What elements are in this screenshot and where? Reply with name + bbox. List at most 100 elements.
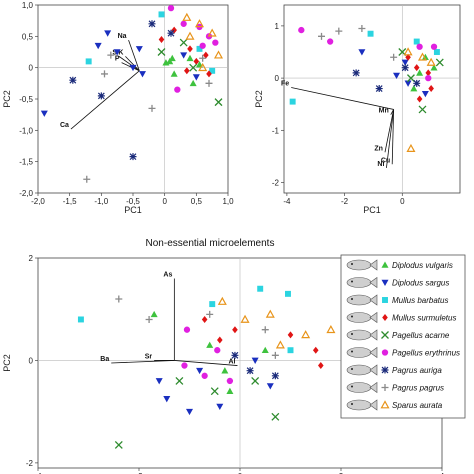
y-tick-label: -1,5 xyxy=(19,158,33,167)
loading-vector xyxy=(174,360,238,366)
data-point xyxy=(221,367,229,374)
data-point xyxy=(201,372,208,379)
fish-icon xyxy=(346,399,378,411)
fish-icon xyxy=(346,311,378,324)
y-tick-label: 0 xyxy=(29,64,34,73)
x-axis-label: PC1 xyxy=(124,205,142,215)
loading-vector-label: Sr xyxy=(145,353,153,360)
legend-label: Pagrus pagrus xyxy=(392,384,444,393)
data-point xyxy=(196,367,204,375)
data-point xyxy=(213,50,224,59)
data-point xyxy=(158,35,165,43)
x-tick-label: 0 xyxy=(238,472,243,474)
data-point xyxy=(194,19,205,28)
data-point xyxy=(425,69,432,77)
data-point xyxy=(232,326,238,334)
data-point xyxy=(186,408,193,416)
x-tick-label: -1,0 xyxy=(94,197,108,206)
data-point xyxy=(406,74,415,83)
loading-vector-label: Fe xyxy=(281,81,289,88)
fish-icon xyxy=(346,259,378,271)
pca-panel-macroelements: -2,0 -1,5 -1,0 -0,5 0 0,5 1,0 1,0 0,5 0 -0,5 -1,0 -1… xyxy=(2,1,234,215)
data-point xyxy=(406,143,416,153)
loading-vector-label: Na xyxy=(118,33,127,40)
data-point xyxy=(216,403,224,411)
data-point xyxy=(83,175,91,183)
data-point xyxy=(101,70,108,78)
data-point xyxy=(207,28,217,37)
data-point xyxy=(198,62,208,72)
data-point xyxy=(181,362,188,369)
y-tick-label: -2 xyxy=(26,459,34,468)
legend-label: Sparus aurata xyxy=(392,401,443,410)
data-point xyxy=(401,59,409,66)
loading-vector xyxy=(391,109,395,165)
y-tick-label: -1,0 xyxy=(19,126,33,135)
legend-label: Pagrus auriga xyxy=(392,366,442,375)
data-point xyxy=(167,4,175,12)
data-point xyxy=(298,26,305,34)
y-tick-label: -2,0 xyxy=(19,189,33,198)
data-point xyxy=(217,336,223,344)
data-point xyxy=(425,74,432,82)
data-point xyxy=(192,74,200,81)
data-point xyxy=(157,48,166,56)
plot-frame xyxy=(283,4,461,194)
data-point xyxy=(170,70,178,77)
loading-vector xyxy=(118,56,140,72)
x-tick-label: -0,5 xyxy=(126,197,140,206)
data-point xyxy=(193,57,200,65)
data-point xyxy=(40,110,48,117)
data-point xyxy=(145,315,153,323)
loading-vector-label: K xyxy=(118,49,123,56)
data-point xyxy=(113,49,121,56)
panel-title: Non-essential microelements xyxy=(146,238,275,249)
data-point xyxy=(187,45,193,53)
loading-vector xyxy=(70,70,140,130)
data-point xyxy=(416,43,423,50)
y-tick-label: 2 xyxy=(29,254,34,263)
data-point xyxy=(135,46,143,53)
data-point xyxy=(433,49,440,55)
data-point xyxy=(413,38,420,45)
data-point xyxy=(421,90,429,98)
data-point xyxy=(251,376,260,385)
data-point xyxy=(410,85,418,92)
loading-vector-label: Ni xyxy=(377,161,384,168)
x-tick-label: 0 xyxy=(400,197,405,206)
legend-label: Pagellus erythrinus xyxy=(392,349,460,358)
data-point xyxy=(428,85,434,93)
data-point xyxy=(174,86,181,93)
data-point xyxy=(69,76,77,84)
data-point xyxy=(226,387,234,394)
loading-vector-label: Ba xyxy=(100,356,109,363)
data-point xyxy=(335,27,343,35)
loading-vector-label: Cu xyxy=(381,157,390,164)
y-tick-label: -2 xyxy=(272,179,280,188)
data-point xyxy=(318,32,326,40)
data-point xyxy=(185,31,195,40)
legend-label: Diplodus sargus xyxy=(392,279,449,288)
data-point xyxy=(287,331,294,339)
x-axis-label: PC1 xyxy=(363,205,381,215)
x-tick-label: -1,5 xyxy=(63,197,77,206)
data-point xyxy=(115,295,123,303)
data-point xyxy=(271,372,279,380)
plot-frame xyxy=(37,4,229,194)
x-tick-label: -4 xyxy=(283,197,291,206)
legend-label: Mullus barbatus xyxy=(392,296,448,305)
data-point xyxy=(199,42,206,49)
data-point xyxy=(114,440,123,449)
y-axis-label: PC2 xyxy=(2,354,12,372)
data-point xyxy=(168,54,176,62)
loading-vector xyxy=(384,109,395,153)
data-point xyxy=(435,58,444,67)
data-point xyxy=(158,11,165,18)
legend-marker xyxy=(382,297,388,303)
loading-vector-label: P xyxy=(115,56,120,63)
data-point xyxy=(375,85,383,93)
data-point xyxy=(251,357,259,364)
data-point xyxy=(265,309,275,318)
y-axis-label: PC2 xyxy=(254,90,264,108)
